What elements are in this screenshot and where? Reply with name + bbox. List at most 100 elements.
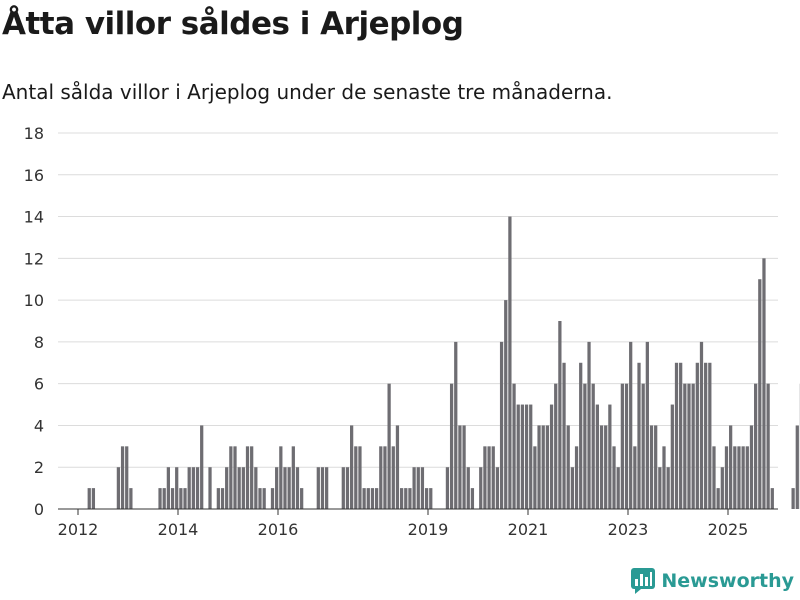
x-tick-label: 2016 xyxy=(258,520,299,539)
newsworthy-brand[interactable]: Newsworthy xyxy=(631,568,794,594)
bar xyxy=(283,467,287,509)
bar xyxy=(449,383,454,509)
bar xyxy=(229,446,233,509)
bar xyxy=(162,488,166,509)
bar xyxy=(320,467,325,509)
bar xyxy=(637,362,641,509)
y-tick-label: 0 xyxy=(34,500,44,519)
y-tick-label: 2 xyxy=(34,458,44,477)
bar xyxy=(125,446,129,509)
bar xyxy=(412,467,416,509)
bar xyxy=(733,446,737,509)
bar xyxy=(712,446,716,509)
bar xyxy=(570,467,575,509)
x-tick-label: 2014 xyxy=(158,520,199,539)
bar xyxy=(262,488,266,509)
bar xyxy=(666,467,670,509)
bar xyxy=(466,467,470,509)
bar xyxy=(175,467,179,509)
bar xyxy=(387,383,391,509)
bar xyxy=(399,488,404,509)
y-tick-label: 4 xyxy=(34,416,44,435)
bar xyxy=(250,446,254,509)
bar xyxy=(504,300,508,509)
bar xyxy=(187,467,191,509)
bar xyxy=(91,488,96,509)
bar xyxy=(599,425,604,509)
bar xyxy=(191,467,195,509)
bar xyxy=(237,467,241,509)
bar xyxy=(87,488,91,509)
bar xyxy=(491,446,495,509)
bar xyxy=(583,383,587,509)
bar xyxy=(579,362,583,509)
gridlines xyxy=(58,132,778,468)
bar xyxy=(762,258,766,509)
bar xyxy=(554,383,558,509)
bar xyxy=(674,362,679,509)
y-tick-label: 18 xyxy=(24,124,44,143)
bar xyxy=(458,425,462,509)
bar xyxy=(649,425,654,509)
bar xyxy=(341,467,345,509)
bar xyxy=(487,446,491,509)
bar xyxy=(166,467,170,509)
bar xyxy=(595,404,599,509)
bar xyxy=(645,341,649,509)
bar xyxy=(520,404,525,509)
bar xyxy=(325,467,329,509)
bar xyxy=(445,467,450,509)
bar xyxy=(683,383,687,509)
bar xyxy=(404,488,408,509)
bar xyxy=(374,488,379,509)
bar xyxy=(741,446,745,509)
x-tick-label: 2021 xyxy=(508,520,549,539)
bar xyxy=(629,341,633,509)
y-tick-label: 14 xyxy=(24,208,44,227)
bar xyxy=(391,446,395,509)
bar xyxy=(512,383,516,509)
y-tick-label: 8 xyxy=(34,333,44,352)
bar xyxy=(462,425,466,509)
bar xyxy=(704,362,708,509)
bar xyxy=(687,383,691,509)
x-tick-label: 2012 xyxy=(58,520,99,539)
bar xyxy=(537,425,541,509)
bar xyxy=(116,467,121,509)
newsworthy-logo-icon xyxy=(631,568,656,594)
bar xyxy=(624,383,629,509)
bar xyxy=(254,467,258,509)
bar xyxy=(524,404,529,509)
chart-title: Åtta villor såldes i Arjeplog xyxy=(2,6,464,42)
bar xyxy=(745,446,749,509)
bar xyxy=(529,404,533,509)
bar xyxy=(370,488,375,509)
bar xyxy=(295,467,300,509)
bar xyxy=(195,467,200,509)
bar xyxy=(208,467,212,509)
bar xyxy=(220,488,225,509)
bar xyxy=(508,216,512,510)
bar xyxy=(170,488,175,509)
x-tick-label: 2025 xyxy=(708,520,749,539)
bar xyxy=(766,383,770,509)
bar xyxy=(558,321,562,509)
bar xyxy=(258,488,262,509)
bar xyxy=(183,488,187,509)
bar xyxy=(758,279,762,509)
bar xyxy=(587,341,591,509)
bar xyxy=(362,488,366,509)
bar xyxy=(545,425,550,509)
bar xyxy=(754,383,758,509)
bar xyxy=(350,425,354,509)
bar xyxy=(379,446,383,509)
bar xyxy=(724,446,729,509)
brand-name: Newsworthy xyxy=(661,570,794,592)
bar xyxy=(245,446,250,509)
bar xyxy=(429,488,433,509)
bar xyxy=(495,467,500,509)
bar xyxy=(200,425,204,509)
bar xyxy=(795,425,799,509)
bar xyxy=(749,425,754,509)
bar xyxy=(395,425,400,509)
